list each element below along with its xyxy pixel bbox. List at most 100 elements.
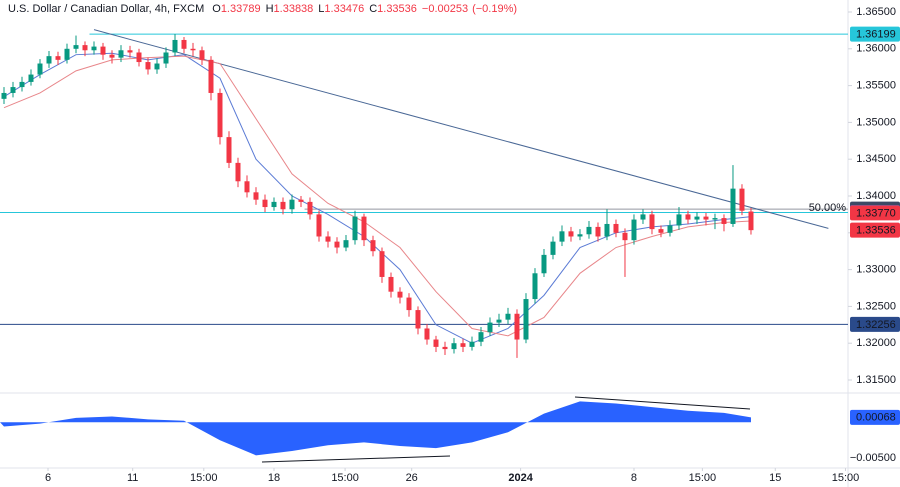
- candle-body: [343, 240, 349, 248]
- candle-body: [730, 188, 736, 224]
- candle-body: [487, 322, 493, 333]
- candle-body: [586, 226, 592, 235]
- fib-label: 50.00%: [809, 202, 847, 214]
- candle-body: [127, 50, 133, 53]
- y-tick-label: 1.34000: [856, 190, 896, 202]
- x-tick-label: 15: [769, 472, 781, 484]
- candle-body: [91, 46, 97, 51]
- candle-body: [397, 291, 403, 298]
- price-tag: [850, 222, 900, 238]
- x-tick-label: 15:00: [689, 472, 717, 484]
- candle-body: [55, 56, 61, 60]
- candle-body: [37, 63, 43, 75]
- candle-body: [568, 231, 574, 237]
- header: U.S. Dollar / Canadian Dollar, 4h, FXCM O…: [8, 3, 517, 15]
- candle-body: [136, 52, 142, 63]
- candle-body: [658, 229, 664, 233]
- candle-body: [325, 236, 331, 242]
- candle-body: [280, 201, 286, 210]
- osc-tick-label: −0.00500: [850, 452, 896, 464]
- candle-body: [163, 52, 169, 64]
- ohlc-value: 1.33476: [324, 3, 364, 15]
- candle-body: [298, 199, 304, 202]
- osc-tag-label: 0.00068: [856, 412, 896, 424]
- candle-body: [208, 59, 214, 93]
- y-tick-label: 1.34500: [856, 153, 896, 165]
- oscillator-area: [0, 401, 751, 456]
- y-tick-label: 1.35500: [856, 80, 896, 92]
- candle-body: [667, 225, 673, 233]
- candle-body: [10, 87, 16, 93]
- candle-body: [289, 199, 295, 210]
- candle-body: [532, 273, 538, 300]
- candle-body: [379, 251, 385, 277]
- candle-body: [496, 319, 502, 323]
- ohlc-value: 1.33536: [377, 3, 417, 15]
- candle-body: [550, 241, 556, 255]
- candle-body: [541, 254, 547, 274]
- ohlc-value: 1.33789: [221, 3, 261, 15]
- candle-body: [451, 343, 457, 350]
- y-tick-label: 1.31500: [856, 374, 896, 386]
- x-tick-label: 15:00: [832, 472, 860, 484]
- x-tick-label: 11: [127, 472, 138, 484]
- candle-body: [442, 346, 448, 350]
- candle-body: [469, 341, 475, 347]
- candle-body: [190, 48, 196, 51]
- x-tick-label: 2024: [508, 472, 533, 484]
- candle-body: [181, 39, 187, 49]
- candle-body: [109, 54, 115, 58]
- candle-body: [199, 50, 205, 60]
- candle-body: [1, 92, 7, 99]
- x-tick-label: 26: [406, 472, 418, 484]
- y-tick-label: 1.33000: [856, 264, 896, 276]
- candle-body: [28, 74, 34, 82]
- x-tick-label: 6: [45, 472, 51, 484]
- price-tag-label: 1.32256: [856, 319, 896, 331]
- ohlc-prefix: C: [369, 3, 377, 15]
- candle-body: [505, 313, 511, 320]
- price-tag: [850, 205, 900, 221]
- candle-body: [73, 45, 79, 49]
- candle-body: [352, 216, 358, 241]
- candle-body: [46, 56, 52, 64]
- candle-body: [370, 240, 376, 252]
- candle-body: [685, 214, 691, 220]
- candle-body: [604, 223, 610, 237]
- candle-body: [100, 46, 106, 55]
- candle-body: [739, 188, 745, 211]
- ohlc-prefix: H: [266, 3, 274, 15]
- price-tag-label: 1.33536: [856, 225, 896, 237]
- candle-body: [640, 214, 646, 220]
- candle-body: [226, 137, 232, 163]
- candle-body: [595, 226, 601, 237]
- candle-body: [271, 201, 277, 208]
- candle-body: [694, 216, 700, 220]
- y-tick-label: 1.32500: [856, 300, 896, 312]
- symbol: U.S. Dollar / Canadian Dollar, 4h, FXCM: [8, 3, 204, 15]
- candle-body: [172, 39, 178, 53]
- candle-body: [577, 234, 583, 237]
- change-pct: (−0.19%): [472, 3, 517, 15]
- candle-body: [244, 181, 250, 193]
- ohlc-value: 1.33838: [274, 3, 314, 15]
- candle-body: [118, 50, 124, 58]
- candle-body: [676, 214, 682, 226]
- candle-body: [415, 310, 421, 329]
- x-tick-label: 15:00: [190, 472, 218, 484]
- candle-body: [406, 297, 412, 311]
- candle-body: [424, 328, 430, 340]
- price-tag: [850, 26, 900, 42]
- candle-body: [82, 45, 88, 51]
- candle-body: [154, 63, 160, 70]
- candle-body: [217, 92, 223, 138]
- candle-body: [19, 81, 25, 88]
- x-tick-label: 18: [268, 472, 280, 484]
- y-tick-label: 1.36000: [856, 43, 896, 55]
- y-tick-label: 1.36500: [856, 6, 896, 18]
- candle-body: [262, 199, 268, 208]
- candle-body: [478, 332, 484, 342]
- x-tick-label: 8: [631, 472, 637, 484]
